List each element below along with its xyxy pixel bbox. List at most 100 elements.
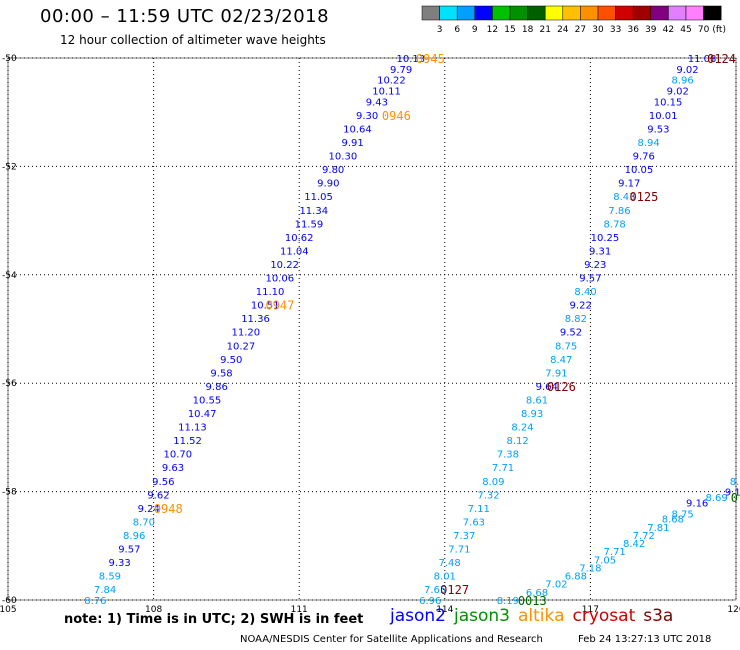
data-point-label: 8.59 xyxy=(99,572,121,583)
data-point-label: 9.57 xyxy=(118,545,140,556)
y-tick-label: -50 xyxy=(2,54,17,64)
data-point-label: 7.38 xyxy=(497,450,519,461)
data-point-label: 9.64 xyxy=(536,382,558,393)
chart-title: 00:00 – 11:59 UTC 02/23/2018 xyxy=(40,6,330,27)
data-point-label: 9.22 xyxy=(570,301,592,312)
data-point-label: 9.02 xyxy=(676,65,698,76)
legend-entry: s3a xyxy=(643,606,674,626)
data-point-label: 8.68 xyxy=(662,515,684,526)
colorbar-label: 70 xyxy=(698,25,710,35)
data-point-label: 9.16 xyxy=(725,488,740,499)
pass-id-label: 0948 xyxy=(154,502,183,516)
colorbar-label: 39 xyxy=(645,25,657,35)
pass-id-label: 0946 xyxy=(382,109,411,123)
pass-id-label: 0124 xyxy=(707,52,736,66)
data-point-label: 11.10 xyxy=(256,287,285,298)
data-point-label: 8.69 xyxy=(705,493,727,504)
data-point-label: 8.01 xyxy=(434,572,456,583)
data-point-label: 9.02 xyxy=(667,87,689,98)
pass-id-label: 0013 xyxy=(518,594,547,608)
colorbar-label: 42 xyxy=(663,25,674,35)
x-tick-label: 111 xyxy=(291,605,308,615)
data-point-label: 7.72 xyxy=(633,531,655,542)
colorbar-label: 9 xyxy=(472,25,478,35)
data-point-label: 9.30 xyxy=(356,111,378,122)
data-point-label: 10.47 xyxy=(188,409,217,420)
plot-frame xyxy=(7,57,737,601)
data-point-label: 9.63 xyxy=(162,463,184,474)
data-point-label: 8.12 xyxy=(506,436,528,447)
y-tick-label: -58 xyxy=(2,488,17,498)
data-point-label: 7.37 xyxy=(453,531,475,542)
data-point-label: 9.24 xyxy=(138,504,160,515)
data-point-label: 9.58 xyxy=(210,368,232,379)
data-point-label: 11.59 xyxy=(295,219,324,230)
data-point-label: 8.09 xyxy=(482,477,504,488)
chart-subtitle: 12 hour collection of altimeter wave hei… xyxy=(60,33,326,47)
data-point-label: 9.43 xyxy=(366,97,388,108)
data-point-label: 10.70 xyxy=(164,450,193,461)
data-point-label: 11.08 xyxy=(688,54,717,65)
colorbar-label: 3 xyxy=(437,25,443,35)
data-point-label: 8.24 xyxy=(511,423,533,434)
data-point-label: 9.91 xyxy=(341,138,363,149)
data-point-label: 8.21 xyxy=(730,477,740,488)
colorbar-label: 30 xyxy=(592,25,604,35)
colorbar-unit: (ft) xyxy=(712,25,726,35)
legend: jason2 jason3 altika cryosat s3a xyxy=(390,606,681,626)
colorbar-swatch xyxy=(703,5,722,21)
legend-entry: jason3 xyxy=(454,606,510,626)
colorbar-label: 24 xyxy=(557,25,569,35)
footer-credit: NOAA/NESDIS Center for Satellite Applica… xyxy=(240,634,543,645)
data-point-label: 7.48 xyxy=(439,558,461,569)
data-point-label: 7.05 xyxy=(594,555,616,566)
colorbar-label: 21 xyxy=(539,25,550,35)
data-point-label: 9.50 xyxy=(220,355,242,366)
data-point-label: 11.34 xyxy=(299,206,328,217)
data-point-label: 10.22 xyxy=(270,260,299,271)
pass-id-label: 0947 xyxy=(265,299,294,313)
data-point-label: 7.71 xyxy=(448,545,470,556)
data-point-label: 11.05 xyxy=(304,192,333,203)
data-point-label: 9.17 xyxy=(618,179,640,190)
colorbar-label: 18 xyxy=(522,25,534,35)
data-point-label: 7.86 xyxy=(608,206,630,217)
colorbar-label: 33 xyxy=(610,25,621,35)
data-point-label: 11.36 xyxy=(241,314,270,325)
legend-entry: cryosat xyxy=(572,606,636,626)
pass-id-label: 0 xyxy=(731,491,738,505)
data-point-label: 10.22 xyxy=(377,76,406,87)
data-point-label: 9.52 xyxy=(560,328,582,339)
colorbar-label: 12 xyxy=(487,25,498,35)
data-point-label: 9.16 xyxy=(686,498,708,509)
data-point-label: 8.61 xyxy=(526,395,548,406)
data-point-label: 9.56 xyxy=(152,477,174,488)
x-tick-label: 117 xyxy=(582,605,599,615)
data-point-label: 10.62 xyxy=(285,233,314,244)
data-point-label: 8.96 xyxy=(123,531,145,542)
data-point-label: 8.78 xyxy=(604,219,626,230)
pass-id-label: 0127 xyxy=(440,583,469,597)
data-point-label: 10.06 xyxy=(265,274,294,285)
data-point-label: 10.15 xyxy=(654,97,683,108)
data-point-label: 9.76 xyxy=(633,152,655,163)
colorbar-label: 36 xyxy=(627,25,639,35)
data-point-label: 10.55 xyxy=(193,395,222,406)
data-point-label: 6.88 xyxy=(565,572,587,583)
data-point-label: 7.11 xyxy=(468,504,490,515)
x-tick-label: 105 xyxy=(0,605,17,615)
data-point-label: 11.13 xyxy=(178,423,207,434)
y-tick-label: -52 xyxy=(2,162,17,172)
data-point-label: 10.05 xyxy=(625,165,654,176)
data-point-label: 8.76 xyxy=(84,596,106,607)
data-point-label: 9.31 xyxy=(589,246,611,257)
y-tick-label: -56 xyxy=(2,379,17,389)
data-point-label: 10.27 xyxy=(227,341,256,352)
pass-id-label: 0126 xyxy=(547,380,576,394)
colorbar-label: 45 xyxy=(680,25,691,35)
data-point-label: 7.84 xyxy=(94,585,116,596)
data-point-label: 10.30 xyxy=(329,152,358,163)
data-point-label: 7.18 xyxy=(579,563,601,574)
footer-timestamp: Feb 24 13:27:13 UTC 2018 xyxy=(578,634,712,645)
legend-entry: jason2 xyxy=(390,606,446,626)
